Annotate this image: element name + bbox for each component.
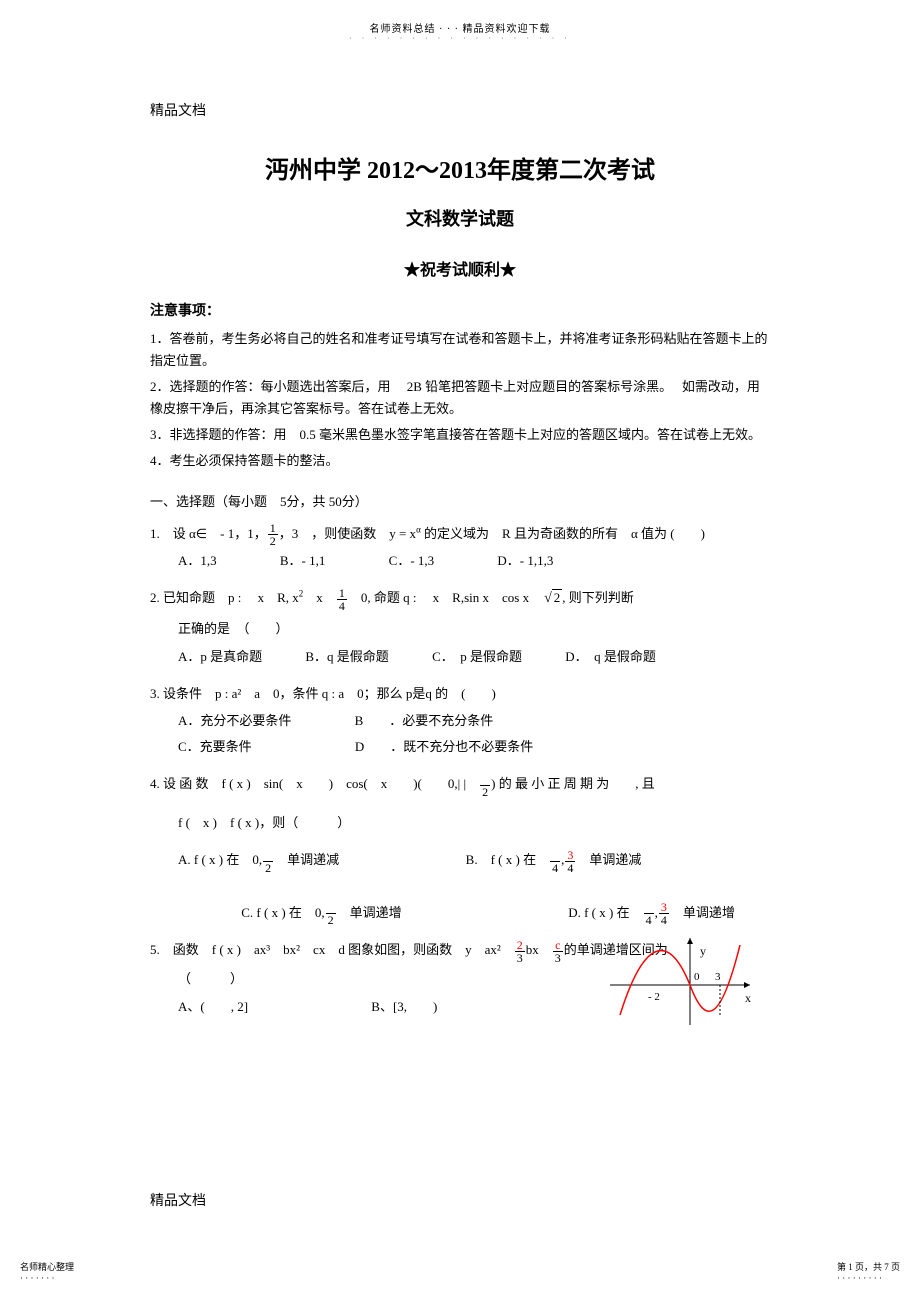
q2-line2: 正确的是 （ ） (150, 615, 770, 644)
q2-stem-d: , 则下列判断 (562, 590, 634, 605)
notice-heading: 注意事项： (150, 300, 770, 320)
page-content: 精品文档 沔州中学 2012～2013年度第二次考试 文科数学试题 ★祝考试顺利… (150, 100, 770, 1030)
q4-opt-d-b: 单调递增 (670, 905, 735, 920)
q2-opt-a: A．p 是真命题 (178, 649, 262, 664)
q1-opt-d: D．- 1,1,3 (497, 553, 553, 568)
q3-stem: 3. 设条件 p : a² a 0，条件 q : a 0；那么 p是q 的 ( … (150, 680, 770, 709)
q4-stem-a: 4. 设 函 数 f ( x ) sin( x ) cos( x )( 0, (150, 776, 458, 791)
title-wish: ★祝考试顺利★ (150, 256, 770, 280)
q5-opt-a: A、( , 2] (178, 999, 248, 1014)
q5-opt-b: B、[3, ) (371, 999, 437, 1014)
q2-opt-b: B．q 是假命题 (305, 649, 388, 664)
doc-label-bottom: 精品文档 (150, 1190, 206, 1210)
section-1-title: 一、选择题（每小题 5分，共 50分） (150, 491, 770, 510)
q3-opt-c: C．充要条件 (178, 739, 252, 754)
q4-opt-d-a: D. f ( x ) 在 (568, 905, 642, 920)
q2-opt-c: C． p 是假命题 (432, 649, 522, 664)
q5-graph: y x 0 - 2 3 (600, 930, 760, 1030)
q3-opt-a: A．充分不必要条件 (178, 713, 291, 728)
q1-stem-b: ，3 ，则使函数 y = x (279, 526, 416, 541)
q1-opt-c: C．- 1,3 (389, 553, 435, 568)
q1-opt-a: A．1,3 (178, 553, 217, 568)
q2-stem-a: 2. 已知命题 p : x R, x (150, 590, 299, 605)
q1-stem-a: 1. 设 α∈ - 1，1， (150, 526, 267, 541)
footer-left: 名师精心整理 · · · · · · · (20, 1260, 74, 1283)
q3-opt-b: B ．必要不充分条件 (355, 713, 494, 728)
graph-xneg: - 2 (648, 991, 660, 1003)
doc-label-top: 精品文档 (150, 100, 770, 120)
graph-origin: 0 (694, 971, 700, 983)
q4-stem-b: ) 的 最 小 正 周 期 为 , 且 (491, 776, 655, 791)
q1-stem-c: 的定义域为 R 且为奇函数的所有 α 值为 ( ) (421, 526, 705, 541)
notice-item-2: 2．选择题的作答：每小题选出答案后，用 2B 铅笔把答题卡上对应题目的答案标号涂… (150, 376, 770, 420)
notice-item-3: 3．非选择题的作答：用 0.5 毫米黑色墨水签字笔直接答在答题卡上对应的答题区域… (150, 424, 770, 446)
question-1: 1. 设 α∈ - 1，1，12，3 ，则使函数 y = xα 的定义域为 R … (150, 520, 770, 575)
title-main: 沔州中学 2012～2013年度第二次考试 (150, 150, 770, 185)
graph-xpos: 3 (715, 971, 721, 983)
header-dots: · · · · · · · · · · · · · · · · · · (0, 34, 920, 43)
graph-x-label: x (745, 991, 751, 1005)
question-4: 4. 设 函 数 f ( x ) sin( x ) cos( x )( 0,| … (150, 770, 770, 926)
notice-item-1: 1．答卷前，考生务必将自己的姓名和准考证号填写在试卷和答题卡上，并将准考证条形码… (150, 328, 770, 372)
q1-opt-b: B．- 1,1 (280, 553, 326, 568)
question-2: 2. 已知命题 p : x R, x2 x 14 0, 命题 q : x R,s… (150, 584, 770, 669)
q4-opt-b-b: 单调递减 (576, 852, 641, 867)
q5-stem-b: bx (526, 942, 552, 957)
question-3: 3. 设条件 p : a² a 0，条件 q : a 0；那么 p是q 的 ( … (150, 680, 770, 761)
q4-opt-a-a: A. f ( x ) 在 0, (178, 852, 262, 867)
q4-opt-b-a: B. f ( x ) 在 (466, 852, 549, 867)
q5-stem-a: 5. 函数 f ( x ) ax³ bx² cx d 图象如图，则函数 y ax… (150, 942, 514, 957)
question-5: 5. 函数 f ( x ) ax³ bx² cx d 图象如图，则函数 y ax… (150, 936, 770, 1019)
q4-opt-a-b: 单调递减 (274, 852, 339, 867)
q4-opt-c-b: 单调递增 (337, 905, 402, 920)
q3-opt-d: D ．既不充分也不必要条件 (355, 739, 533, 754)
q2-opt-d: D． q 是假命题 (565, 649, 656, 664)
q4-opt-c-a: C. f ( x ) 在 0, (241, 905, 324, 920)
footer-right: 第 1 页，共 7 页 · · · · · · · · · (837, 1260, 900, 1283)
q4-line2: f ( x ) f ( x )，则（ ） (150, 809, 770, 838)
graph-y-label: y (700, 944, 706, 958)
header-watermark: 名师资料总结 · · · 精品资料欢迎下载 (0, 20, 920, 35)
q2-stem-b: x (303, 590, 336, 605)
title-sub: 文科数学试题 (150, 205, 770, 231)
notice-item-4: 4．考生必须保持答题卡的整洁。 (150, 450, 770, 472)
q2-stem-c: 0, 命题 q : x R,sin x cos x (348, 590, 542, 605)
